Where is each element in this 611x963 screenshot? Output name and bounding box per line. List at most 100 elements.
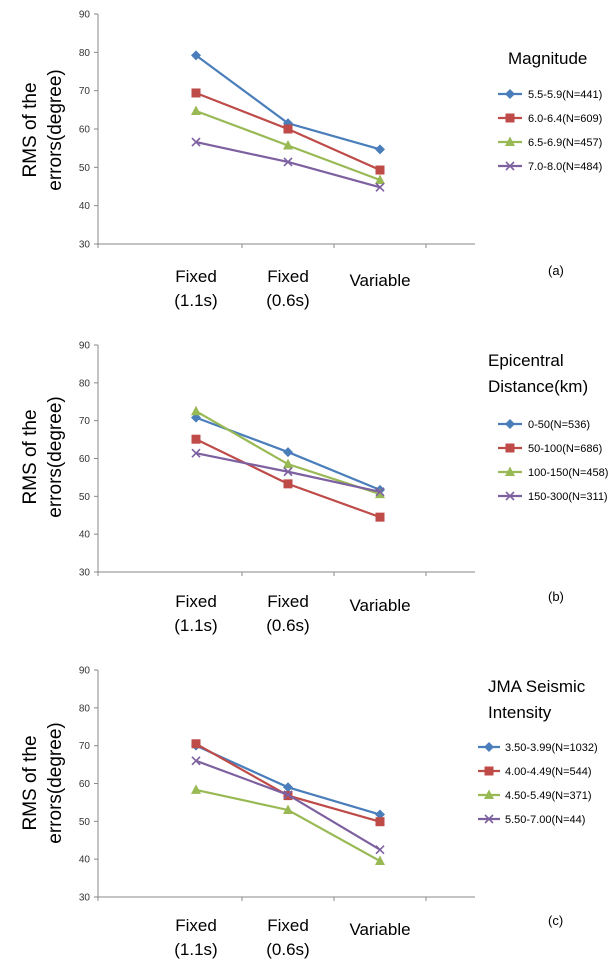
data-point [375, 182, 385, 192]
data-point [375, 488, 385, 499]
legend-entry: 100-150(N=458) [528, 467, 608, 479]
chart-panel-c: 90 80 70 60 50 40 30 Fixed (1.1s) Fixed (0.6s) Vari… [20, 666, 598, 960]
legend-entry: 5.5-5.9(N=441) [528, 89, 602, 101]
legend-entry: 7.0-8.0(N=484) [528, 161, 602, 173]
data-point [375, 855, 385, 866]
legend-marker [505, 443, 515, 453]
y-tick-label: 80 [79, 378, 91, 389]
legend-marker [484, 766, 494, 776]
legend-marker [505, 89, 515, 99]
x-category-label: (1.1s) [174, 616, 217, 635]
series-line [195, 744, 381, 816]
y-tick-label: 90 [79, 10, 91, 21]
data-point [283, 467, 293, 477]
legend-marker [505, 419, 515, 429]
y-axis-label-line: RMS of the [20, 82, 41, 177]
y-tick-label: 90 [79, 666, 91, 677]
legend-entry: 3.50-3.99(N=1032) [505, 742, 598, 754]
data-point [191, 434, 201, 444]
panel-label: (c) [548, 913, 563, 928]
data-point [375, 845, 385, 855]
chart-panel-a: 90 80 70 60 50 40 30 Fixed (1.1s) Fixed (0.6s) Vari… [20, 10, 602, 311]
y-axis-label-line: errors(degree) [45, 69, 66, 190]
y-tick-label: 50 [79, 492, 91, 503]
y-tick-label: 30 [79, 240, 91, 251]
legend-entry: 50-100(N=686) [528, 443, 602, 455]
x-category-label: Fixed [175, 267, 217, 286]
legend-title: Distance(km) [488, 377, 588, 396]
legend-entry: 4.00-4.49(N=544) [505, 766, 592, 778]
y-tick-label: 80 [79, 48, 91, 59]
x-category-label: Fixed [267, 592, 309, 611]
y-axis-label-line: RMS of the [20, 735, 41, 830]
data-point [283, 447, 293, 458]
data-point [191, 448, 201, 458]
legend-entry: 150-300(N=311) [528, 491, 608, 503]
data-point [283, 157, 293, 167]
data-point [283, 139, 293, 150]
y-tick-label: 50 [79, 163, 91, 174]
y-axis-label-line: RMS of the [20, 409, 41, 504]
legend-marker [505, 136, 515, 146]
y-tick-label: 40 [79, 530, 91, 541]
y-tick-label: 30 [79, 568, 91, 579]
x-category-label: Variable [349, 920, 410, 939]
legend-entry: 4.50-5.49(N=371) [505, 790, 592, 802]
x-category-label: Fixed [175, 916, 217, 935]
panel-label: (a) [548, 263, 564, 278]
x-category-label: (0.6s) [266, 291, 309, 310]
y-axis-label: errors(degree) [45, 396, 66, 517]
legend-marker [505, 161, 515, 171]
y-tick-label: 70 [79, 741, 91, 752]
data-point [191, 784, 201, 794]
x-category-label: (1.1s) [174, 940, 217, 959]
x-category-label: Variable [349, 596, 410, 615]
x-category-label: Variable [349, 271, 410, 290]
data-point [375, 174, 385, 184]
y-axis-label-line: errors(degree) [45, 722, 66, 843]
x-category-label: Fixed [175, 592, 217, 611]
y-axis-label: RMS of the [20, 82, 41, 177]
y-tick-label: 30 [79, 893, 91, 904]
legend-entry: 0-50(N=536) [528, 419, 590, 431]
legend: JMA Seismic Intensity 3.50-3.99(N=1032) 4.0… [478, 677, 598, 826]
legend-title: Magnitude [508, 49, 587, 68]
y-axis-label: RMS of the [20, 409, 41, 504]
series-line [195, 788, 381, 863]
y-tick-label: 90 [79, 341, 91, 352]
legend-marker [484, 742, 494, 752]
data-point [283, 790, 293, 800]
data-point [375, 817, 385, 827]
y-tick-label: 60 [79, 779, 91, 790]
legend-title: JMA Seismic [488, 677, 586, 696]
x-category-label: (0.6s) [266, 616, 309, 635]
legend-marker [505, 466, 515, 476]
y-axis-label-line: errors(degree) [45, 396, 66, 517]
y-tick-label: 60 [79, 454, 91, 465]
y-axis-label: errors(degree) [45, 69, 66, 190]
data-point [375, 165, 385, 175]
x-category-label: (0.6s) [266, 940, 309, 959]
panel-label: (b) [548, 589, 564, 604]
y-axis-label: RMS of the [20, 735, 41, 830]
data-point [283, 479, 293, 489]
y-tick-label: 80 [79, 703, 91, 714]
legend: Magnitude 5.5-5.9(N=441) 6.0-6.4(N=609) 6.5… [498, 49, 602, 173]
data-point [375, 487, 385, 497]
data-point [375, 512, 385, 522]
legend-marker [484, 814, 494, 824]
x-category-label: Fixed [267, 267, 309, 286]
data-point [191, 137, 201, 147]
legend-entry: 6.5-6.9(N=457) [528, 137, 602, 149]
legend: Epicentral Distance(km) 0-50(N=536) 50-100(… [488, 351, 608, 503]
data-point [191, 756, 201, 766]
y-axis-label: errors(degree) [45, 722, 66, 843]
x-category-label: Fixed [267, 916, 309, 935]
data-point [283, 804, 293, 814]
legend-title: Epicentral [488, 351, 564, 370]
data-point [191, 88, 201, 98]
data-point [375, 809, 385, 820]
legend-title: Intensity [488, 703, 552, 722]
data-point [283, 782, 293, 793]
